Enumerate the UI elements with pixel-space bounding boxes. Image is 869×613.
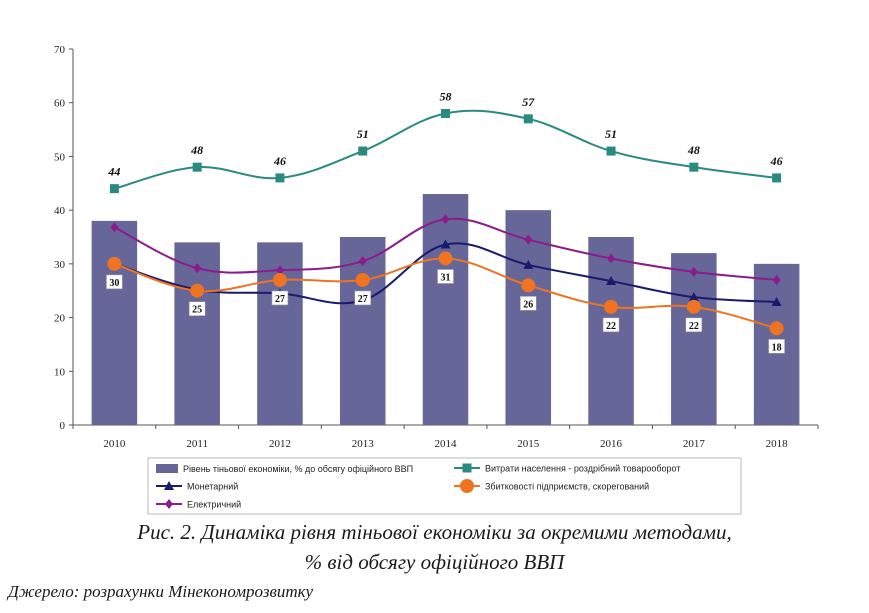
data-label: 25 bbox=[192, 305, 202, 316]
y-tick-label: 20 bbox=[54, 313, 66, 325]
series-point bbox=[688, 292, 699, 302]
y-tick-label: 60 bbox=[54, 98, 66, 110]
series-point bbox=[275, 265, 284, 276]
y-tick-label: 70 bbox=[54, 44, 66, 56]
legend-label: Електричний bbox=[187, 500, 241, 510]
series-point bbox=[109, 184, 119, 194]
data-label-box bbox=[354, 290, 372, 306]
data-label: 51 bbox=[605, 127, 617, 141]
data-label-box bbox=[685, 317, 703, 333]
data-label: 27 bbox=[275, 294, 285, 305]
legend-marker bbox=[164, 481, 174, 490]
x-tick-label: 2018 bbox=[766, 438, 789, 450]
series-point bbox=[107, 256, 122, 271]
series-point bbox=[769, 321, 784, 336]
data-label-box bbox=[271, 290, 289, 306]
x-tick-label: 2012 bbox=[269, 438, 291, 450]
data-label: 57 bbox=[522, 95, 535, 109]
data-label: 26 bbox=[523, 299, 533, 310]
data-label-box bbox=[602, 317, 620, 333]
series-point bbox=[606, 146, 616, 156]
data-label: 58 bbox=[440, 89, 452, 103]
y-tick-label: 10 bbox=[54, 366, 66, 378]
legend-label: Рівень тіньової економіки, % до обсягу о… bbox=[183, 464, 413, 474]
data-label: 48 bbox=[190, 143, 203, 157]
legend-label: Збитковості підприємств, скорегований bbox=[485, 482, 649, 492]
series-point bbox=[355, 272, 370, 287]
series-point bbox=[440, 239, 451, 249]
series-point bbox=[521, 278, 536, 293]
series-point bbox=[686, 299, 701, 314]
series-line bbox=[114, 109, 777, 190]
bar bbox=[339, 237, 386, 425]
series-point bbox=[604, 299, 619, 314]
series-point bbox=[523, 259, 534, 269]
series-point bbox=[441, 108, 450, 118]
series-point bbox=[771, 296, 782, 306]
x-tick-label: 2010 bbox=[103, 438, 126, 450]
series-point bbox=[275, 173, 285, 183]
data-label: 31 bbox=[441, 272, 451, 283]
x-tick-label: 2013 bbox=[352, 438, 375, 450]
data-label: 30 bbox=[109, 278, 119, 289]
x-tick-label: 2017 bbox=[683, 438, 706, 450]
x-tick-label: 2016 bbox=[600, 438, 623, 450]
series-point bbox=[193, 263, 202, 274]
data-label: 48 bbox=[687, 143, 700, 157]
legend-swatch bbox=[156, 464, 178, 473]
legend-label: Монетарний bbox=[187, 482, 238, 492]
data-label-box bbox=[768, 339, 785, 354]
bar bbox=[505, 210, 552, 425]
legend-frame bbox=[147, 457, 742, 515]
data-label: 46 bbox=[273, 154, 286, 168]
y-tick-label: 30 bbox=[54, 259, 66, 271]
data-label-box bbox=[437, 269, 454, 284]
y-tick-label: 0 bbox=[60, 420, 66, 432]
bar bbox=[91, 220, 138, 425]
legend-label: Витрати населення - роздрібний товарообо… bbox=[485, 464, 680, 474]
series-point bbox=[441, 214, 450, 225]
series-point bbox=[438, 251, 453, 266]
series-point bbox=[606, 276, 617, 286]
figure-caption-line2: % від обсягу офіційного ВВП bbox=[304, 550, 565, 574]
series-point bbox=[772, 173, 782, 183]
series-point bbox=[689, 162, 699, 172]
legend-marker bbox=[462, 463, 472, 473]
legend-marker bbox=[460, 479, 474, 493]
series-point bbox=[524, 234, 533, 245]
series-point bbox=[358, 146, 368, 156]
series-point bbox=[689, 266, 698, 277]
series-point bbox=[358, 256, 367, 267]
data-label: 46 bbox=[770, 154, 783, 168]
data-label-box bbox=[188, 301, 206, 317]
series-point bbox=[523, 114, 533, 124]
series-point bbox=[190, 283, 205, 298]
x-tick-label: 2011 bbox=[186, 438, 208, 450]
series-point bbox=[772, 274, 781, 285]
data-label: 22 bbox=[689, 321, 699, 332]
data-label: 22 bbox=[606, 321, 616, 332]
series-point bbox=[192, 162, 202, 172]
y-tick-label: 40 bbox=[54, 205, 66, 217]
legend-marker bbox=[165, 499, 173, 509]
source-note: Джерело: розрахунки Мінекономрозвитку bbox=[8, 582, 314, 601]
x-tick-label: 2015 bbox=[517, 438, 540, 450]
bar bbox=[671, 253, 717, 425]
series-point bbox=[110, 222, 119, 233]
chart: Рівень тіньової економіки, % до обсягу о… bbox=[54, 44, 819, 515]
data-label-box bbox=[519, 296, 537, 311]
data-label: 44 bbox=[107, 165, 120, 179]
series-point bbox=[272, 272, 287, 287]
series-point bbox=[607, 253, 616, 264]
figure-caption-line1: Рис. 2. Динаміка рівня тіньової економік… bbox=[137, 520, 732, 544]
legend: Рівень тіньової економіки, % до обсягу о… bbox=[147, 457, 742, 515]
data-label: 27 bbox=[358, 294, 368, 305]
bar bbox=[422, 194, 469, 425]
data-label: 18 bbox=[772, 342, 782, 353]
data-label: 51 bbox=[357, 127, 369, 141]
x-tick-label: 2014 bbox=[435, 438, 458, 450]
data-label-box bbox=[106, 274, 123, 290]
y-tick-label: 50 bbox=[54, 151, 66, 163]
